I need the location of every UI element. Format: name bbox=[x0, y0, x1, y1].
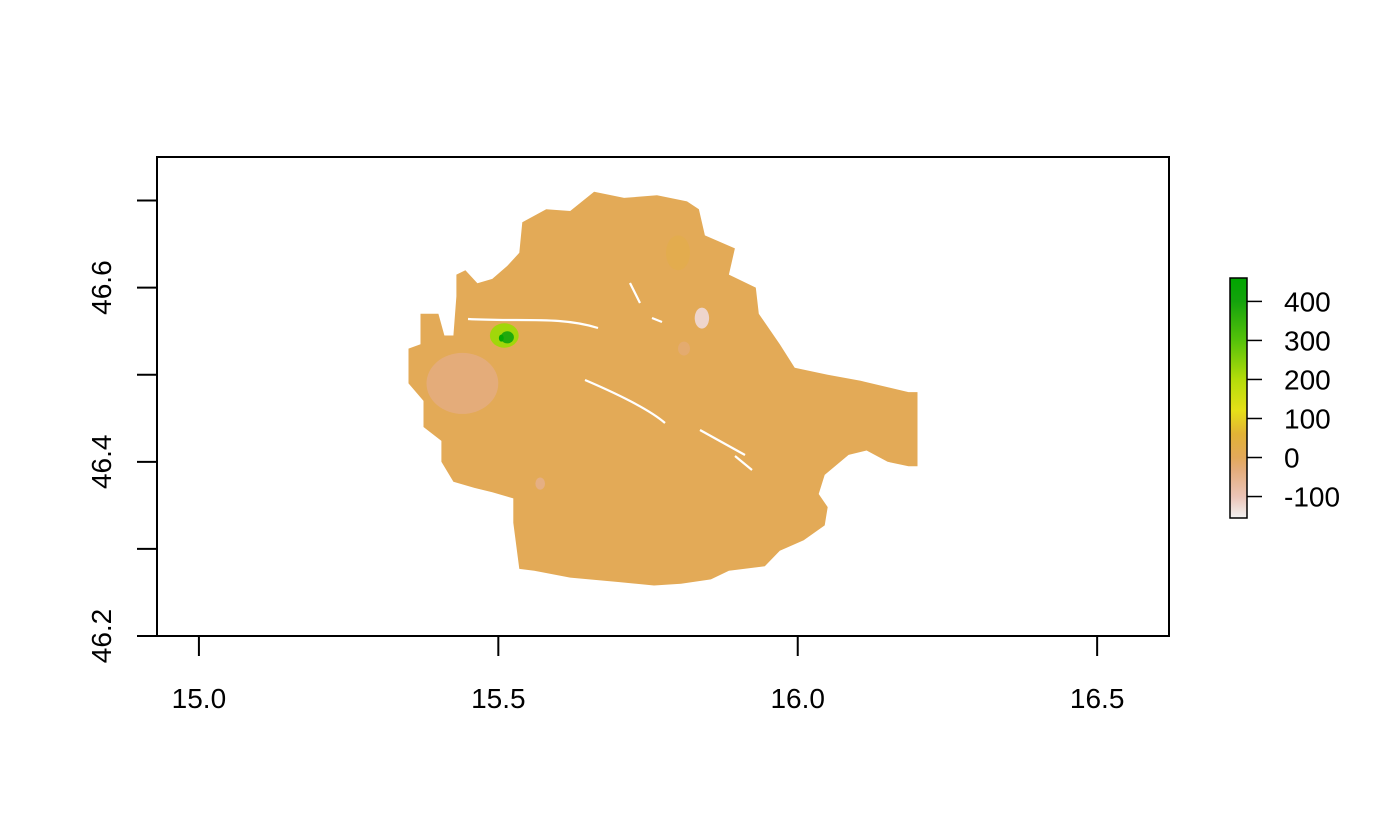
x-tick-label: 16.0 bbox=[770, 683, 825, 714]
legend-tick-label: 100 bbox=[1284, 403, 1331, 434]
x-tick-label: 16.5 bbox=[1070, 683, 1125, 714]
raster-region bbox=[408, 191, 918, 586]
y-tick-label: 46.2 bbox=[86, 609, 117, 664]
legend-tick-label: 400 bbox=[1284, 286, 1331, 317]
x-tick-label: 15.0 bbox=[172, 683, 227, 714]
x-axis: 15.0 15.5 16.0 16.5 bbox=[172, 635, 1125, 714]
y-axis: 46.2 46.4 46.6 bbox=[86, 199, 158, 664]
legend-colorbar bbox=[1229, 277, 1248, 519]
x-tick-label: 15.5 bbox=[471, 683, 526, 714]
y-tick-label: 46.4 bbox=[86, 435, 117, 490]
raster-nodata-gaps bbox=[467, 282, 753, 471]
raster-hotspot-6 bbox=[535, 477, 545, 490]
color-legend: 400 300 200 100 0 -100 bbox=[1229, 277, 1340, 519]
y-tick-label: 46.6 bbox=[86, 260, 117, 315]
raster-hotspot-5 bbox=[678, 341, 690, 356]
raster-hotspot-4 bbox=[694, 307, 710, 329]
raster-hotspot-2 bbox=[498, 334, 504, 342]
legend-tick-label: 200 bbox=[1284, 364, 1331, 395]
raster-hotspot-1 bbox=[500, 331, 514, 344]
raster-hotspot-7 bbox=[666, 235, 690, 271]
raster-hotspot-3 bbox=[426, 352, 499, 414]
raster-layer bbox=[408, 191, 918, 586]
legend-tick-label: -100 bbox=[1284, 482, 1340, 513]
legend-tick-label: 300 bbox=[1284, 325, 1331, 356]
legend-tick-label: 0 bbox=[1284, 443, 1300, 474]
